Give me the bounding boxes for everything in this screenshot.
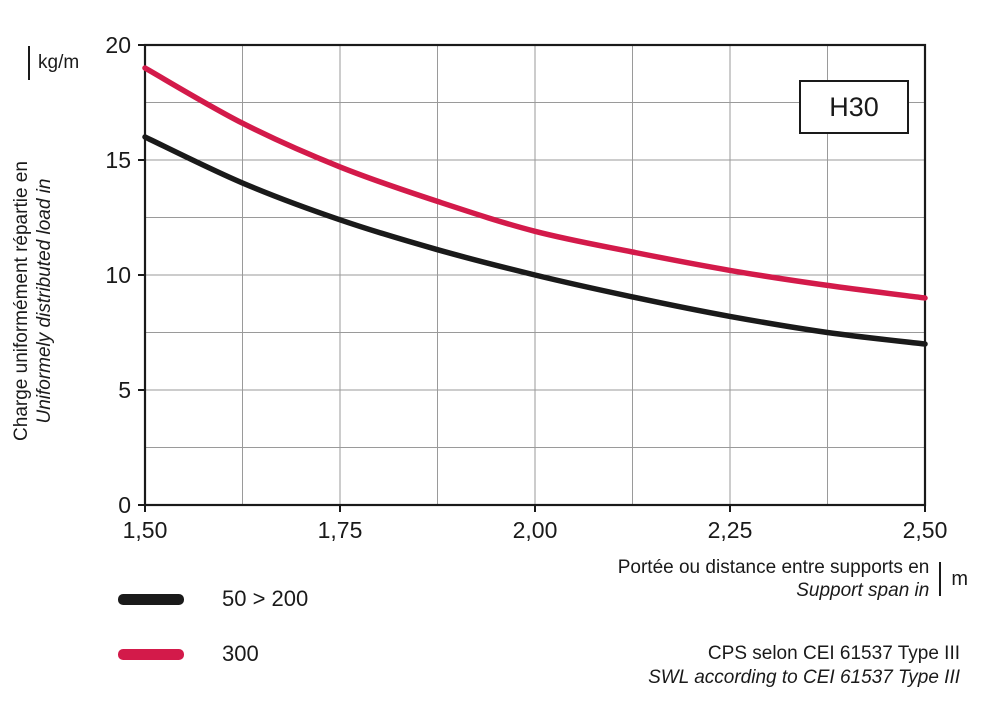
y-axis-unit: kg/m: [28, 46, 79, 80]
legend-item: 50 > 200: [118, 586, 308, 612]
x-unit-label: m: [951, 567, 968, 590]
y-tick-label: 5: [118, 377, 131, 403]
legend-item: 300: [118, 641, 308, 667]
legend-label: 300: [222, 641, 259, 666]
y-tick-label: 15: [105, 147, 131, 173]
y-unit-divider: [28, 46, 30, 80]
x-axis-title-fr: Portée ou distance entre supports en: [617, 557, 930, 578]
y-tick-label: 20: [105, 32, 131, 58]
footnote-fr: CPS selon CEI 61537 Type III: [707, 643, 960, 664]
y-tick-label: 0: [118, 492, 131, 518]
x-tick-label: 1,75: [318, 517, 363, 543]
y-unit-label: kg/m: [38, 52, 80, 73]
standard-footnote: CPS selon CEI 61537 Type III SWL accordi…: [648, 642, 960, 690]
grid: [145, 45, 925, 505]
series-curve-1: [142, 65, 928, 301]
y-axis-ticks: 0 5 10 15 20: [105, 32, 145, 518]
legend-swatch-red: [118, 648, 184, 660]
x-axis-ticks: 1,50 1,75 2,00 2,25 2,50: [123, 505, 948, 543]
x-tick-label: 2,00: [513, 517, 558, 543]
x-unit-divider: [939, 562, 942, 596]
footnote-en: SWL according to CEI 61537 Type III: [648, 667, 960, 688]
legend-label: 50 > 200: [222, 586, 309, 611]
x-tick-label: 2,50: [903, 517, 948, 543]
legend: 50 > 200 300: [118, 586, 308, 667]
x-tick-label: 1,50: [123, 517, 168, 543]
x-tick-label: 2,25: [708, 517, 753, 543]
y-axis-title-fr: Charge uniformément répartie en: [11, 161, 32, 441]
series-badge: H30: [799, 80, 909, 134]
y-tick-label: 10: [105, 262, 131, 288]
y-axis-title-en: Uniformely distributed load in: [34, 178, 55, 424]
x-axis-title-en: Support span in: [796, 580, 930, 601]
series-curve-0: [142, 134, 928, 347]
legend-swatch-black: [118, 593, 184, 605]
x-axis-title: Portée ou distance entre supports en Sup…: [618, 556, 968, 602]
y-axis-title: Charge uniformément répartie en Uniforme…: [10, 151, 56, 451]
